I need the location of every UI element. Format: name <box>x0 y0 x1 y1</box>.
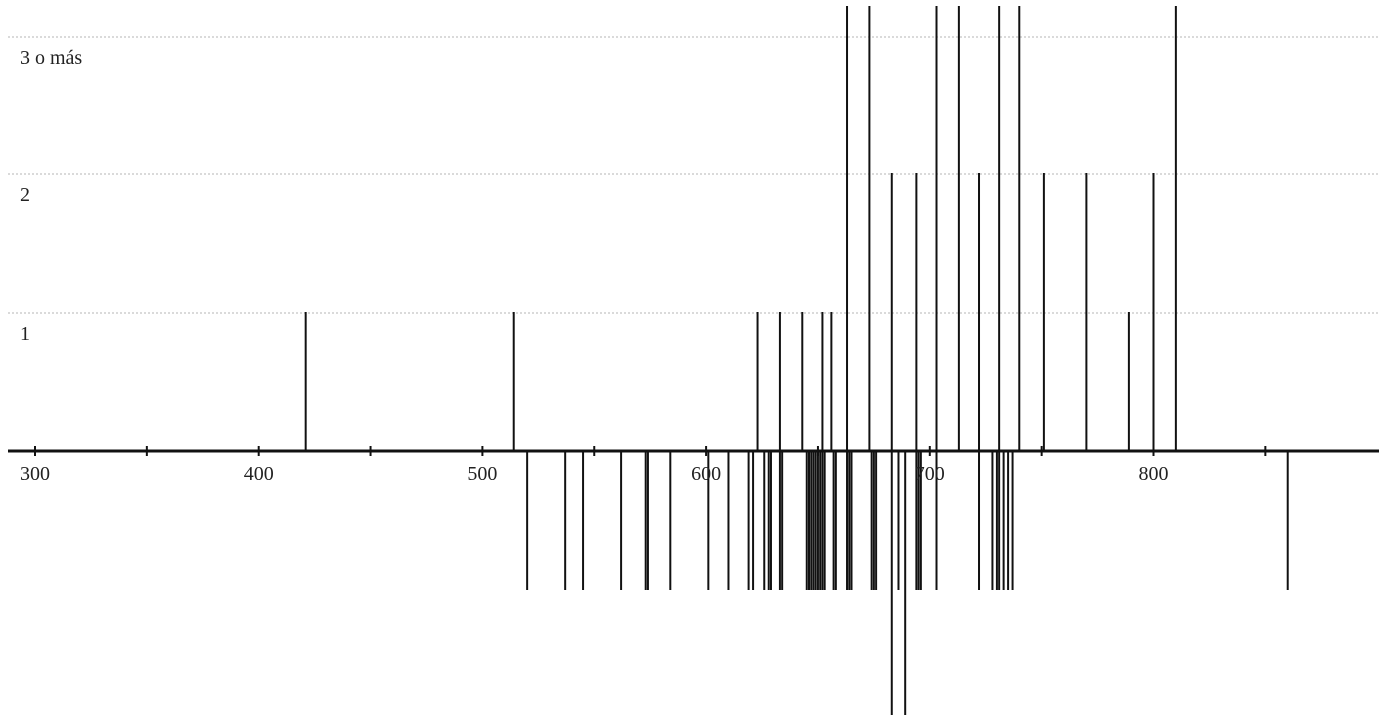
x-tick-label: 400 <box>244 463 274 485</box>
grid-lines <box>8 36 1379 314</box>
x-tick-label: 800 <box>1139 463 1169 485</box>
x-tick-label: 600 <box>691 463 721 485</box>
x-tick-label: 300 <box>20 463 50 485</box>
x-tick-labels: 300 400 500 600 700 800 <box>20 463 1169 485</box>
y-level-labels: 1 2 3 o más <box>20 47 82 345</box>
y-level-label-2: 2 <box>20 184 30 206</box>
x-tick-label: 700 <box>915 463 945 485</box>
y-level-label-3: 3 o más <box>20 47 82 69</box>
y-level-label-1: 1 <box>20 323 30 345</box>
x-axis <box>8 446 1379 456</box>
x-tick-label: 500 <box>467 463 497 485</box>
data-lines <box>304 6 1289 715</box>
